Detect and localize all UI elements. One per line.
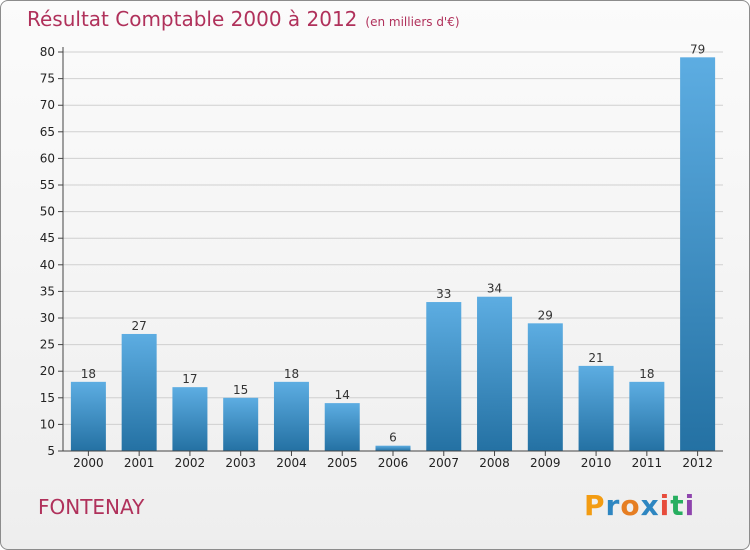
value-label-2006: 6 [389,431,397,445]
x-tick-label-2006: 2006 [378,456,409,470]
y-tick-label: 45 [40,231,55,245]
bars: 18 27 17 15 18 14 6 33 34 29 21 18 79 [70,42,716,451]
value-label-2004: 18 [284,367,299,381]
location-name: FONTENAY [38,495,145,519]
proxiti-logo: Proxiti [584,489,695,522]
x-tick-label-2012: 2012 [682,456,713,470]
y-tick-label: 20 [40,364,55,378]
value-label-2012: 79 [690,42,705,56]
y-tick-label: 50 [40,205,55,219]
logo-letter: r [605,489,621,522]
bar-2009 [527,323,563,451]
y-tick-label: 40 [40,258,55,272]
y-tick-label: 30 [40,311,55,325]
logo-letter: i [684,489,696,522]
chart-title-text: Résultat Comptable 2000 à 2012 [27,7,358,31]
bar-2008 [477,296,513,451]
bar-2003 [223,397,259,451]
y-tick-label: 35 [40,284,55,298]
bar-2002 [172,387,208,451]
y-tick-label: 5 [47,444,55,458]
logo-letter: P [584,489,606,522]
logo-letter: o [620,489,641,522]
x-tick-label-2004: 2004 [276,456,307,470]
logo-letter: t [670,489,685,522]
x-tick-label-2002: 2002 [175,456,206,470]
value-label-2008: 34 [487,282,502,296]
value-label-2002: 17 [182,372,197,386]
value-label-2011: 18 [639,367,654,381]
y-tick-label: 25 [40,338,55,352]
x-tick-label-2003: 2003 [225,456,256,470]
y-tick-label: 10 [40,417,55,431]
x-tick-label-2008: 2008 [479,456,510,470]
bar-2000 [70,381,106,451]
x-tick-label-2007: 2007 [428,456,459,470]
y-tick-label: 70 [40,98,55,112]
value-label-2010: 21 [588,351,603,365]
x-tick-label-2011: 2011 [632,456,663,470]
x-tick-label-2009: 2009 [530,456,561,470]
gridlines [63,51,723,425]
value-label-2003: 15 [233,383,248,397]
value-label-2005: 14 [335,388,350,402]
x-tick-label-2005: 2005 [327,456,358,470]
value-label-2009: 29 [538,308,553,322]
x-tick-label-2000: 2000 [73,456,104,470]
bar-2006 [375,445,411,451]
y-tick-label: 60 [40,151,55,165]
value-label-2001: 27 [132,319,147,333]
x-tick-label-2001: 2001 [124,456,155,470]
y-tick-label: 65 [40,125,55,139]
bar-2012 [680,57,716,451]
bar-2004 [273,381,309,451]
bar-2005 [324,403,360,451]
y-tick-label: 75 [40,72,55,86]
y-tick-label: 80 [40,45,55,59]
y-tick-label: 15 [40,391,55,405]
x-tick-label-2010: 2010 [581,456,612,470]
bar-2001 [121,333,157,451]
chart-subtitle: (en milliers d'€) [365,15,460,29]
y-tick-label: 55 [40,178,55,192]
axes: 5 10 15 20 25 30 35 40 45 50 55 60 65 70 75 80 2000 2001 2… [40,45,723,470]
chart-title: Résultat Comptable 2000 à 2012 (en millie… [27,7,460,31]
bar-2010 [578,365,614,451]
bar-2007 [426,302,462,451]
logo-letter: i [659,489,671,522]
bar-2011 [629,381,665,451]
value-label-2007: 33 [436,287,451,301]
value-label-2000: 18 [81,367,96,381]
logo-letter: x [640,489,660,522]
